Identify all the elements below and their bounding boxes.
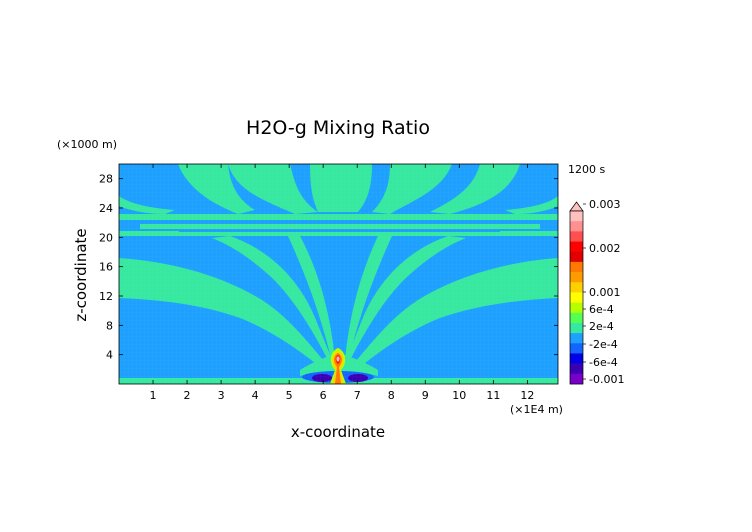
y-tick-label: 8	[106, 319, 113, 332]
colorbar-swatch	[570, 292, 583, 303]
colorbar-arrow	[569, 201, 584, 212]
x-tick-label: 3	[218, 389, 225, 402]
colorbar-label: 6e-4	[589, 303, 614, 316]
x-tick-label: 12	[520, 389, 534, 402]
y-tick-label: 4	[106, 349, 113, 362]
colorbar-swatch	[570, 261, 583, 273]
y-axis: 4 8 12 16 20 24 28	[99, 173, 558, 362]
colorbar-label: 0.002	[589, 242, 621, 255]
colorbar-swatch	[570, 251, 583, 263]
x-tick-label: 8	[388, 389, 395, 402]
colorbar-swatch	[570, 373, 583, 385]
colorbar-label: 2e-4	[589, 320, 614, 333]
y-tick-label: 12	[99, 290, 113, 303]
x-tick-label: 1	[150, 389, 157, 402]
colorbar-swatch	[570, 241, 583, 253]
y-tick-label: 16	[99, 261, 113, 274]
colorbar-label: 0.001	[589, 286, 621, 299]
colorbar-swatch	[570, 343, 583, 354]
y-unit-label: (×1000 m)	[57, 138, 117, 151]
x-unit-label: (×1E4 m)	[510, 403, 563, 416]
time-label: 1200 s	[568, 163, 605, 176]
colorbar-swatch	[570, 312, 583, 324]
colorbar-swatch	[570, 302, 583, 314]
colorbar-swatch	[570, 272, 583, 283]
y-tick-label: 28	[99, 173, 113, 186]
colorbar-swatch	[570, 221, 583, 232]
plot-frame	[118, 163, 559, 385]
x-axis-title: x-coordinate	[291, 423, 385, 441]
y-axis-title: z-coordinate	[72, 228, 90, 321]
colorbar-swatch	[570, 333, 583, 344]
colorbar-swatch	[570, 231, 583, 242]
colorbar-swatch	[570, 363, 583, 375]
colorbar-label: -0.001	[589, 373, 624, 386]
x-tick-label: 5	[286, 389, 293, 402]
colorbar-swatch	[570, 322, 583, 334]
colorbar-frame	[569, 210, 584, 385]
colorbar-label: 0.003	[589, 198, 621, 211]
plot-area	[119, 164, 558, 384]
colorbar-swatch	[570, 282, 583, 293]
colorbar: 0.003 0.002 0.001 6e-4 2e-4 -2e-4 -6e-4 -0.001	[569, 198, 624, 386]
y-tick-label: 20	[99, 231, 113, 244]
x-axis: 1 2 3 4 5 6 7 8 9 10 11 12	[150, 164, 534, 402]
colorbar-swatch	[570, 353, 583, 364]
colorbar-swatch	[570, 211, 583, 222]
colorbar-label: -2e-4	[589, 338, 618, 351]
x-tick-label: 10	[452, 389, 466, 402]
x-tick-label: 2	[184, 389, 191, 402]
grid-texture	[119, 164, 558, 384]
chart-title: H2O-g Mixing Ratio	[246, 117, 430, 139]
x-tick-label: 7	[354, 389, 361, 402]
x-tick-label: 6	[320, 389, 327, 402]
y-tick-label: 24	[99, 202, 113, 215]
x-tick-label: 11	[486, 389, 500, 402]
colorbar-label: -6e-4	[589, 356, 618, 369]
x-tick-label: 9	[422, 389, 429, 402]
x-tick-label: 4	[252, 389, 259, 402]
